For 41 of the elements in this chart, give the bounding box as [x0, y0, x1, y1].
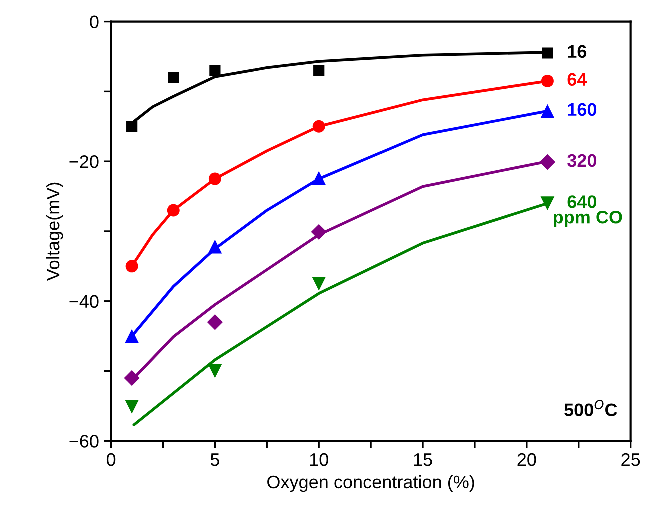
- point: [311, 224, 327, 240]
- x-tick-label: 25: [622, 453, 640, 466]
- point: [125, 400, 140, 414]
- point: [126, 121, 138, 132]
- point: [540, 154, 556, 170]
- point: [208, 240, 222, 254]
- y-tick-label: 0: [90, 16, 99, 29]
- point: [314, 65, 325, 76]
- x-tick-label: 10: [310, 453, 328, 466]
- point: [312, 276, 326, 291]
- point: [207, 314, 224, 330]
- x-axis-title: Oxygen concentration (%): [268, 475, 474, 492]
- series-label: 64: [568, 73, 588, 86]
- x-tick-label: 0: [106, 453, 116, 466]
- point: [210, 65, 221, 76]
- x-tick-label: 5: [210, 454, 220, 466]
- point: [540, 104, 555, 118]
- point: [167, 204, 180, 217]
- y-tick-label: −60: [70, 435, 99, 448]
- point: [208, 364, 222, 378]
- point: [124, 370, 140, 386]
- y-tick-label: −40: [70, 295, 99, 308]
- point: [168, 72, 180, 84]
- point: [312, 171, 326, 186]
- point: [312, 120, 326, 133]
- x-tick-label: 15: [414, 454, 432, 466]
- series-label: 16: [568, 45, 587, 58]
- annotation: ppm CO: [554, 210, 622, 228]
- annotation: 500$^{O}$C: [564, 400, 618, 416]
- x-tick-label: 20: [518, 453, 536, 466]
- point: [125, 329, 140, 344]
- y-axis-title: Voltage(mV): [46, 182, 64, 282]
- point: [208, 172, 222, 186]
- point: [126, 260, 138, 273]
- point: [540, 196, 555, 210]
- series-label: 640: [568, 196, 597, 208]
- y-tick-label: −20: [70, 156, 99, 168]
- point: [541, 74, 554, 88]
- series-label: 320: [568, 154, 597, 168]
- point: [542, 48, 554, 59]
- series-label: 160: [568, 103, 597, 116]
